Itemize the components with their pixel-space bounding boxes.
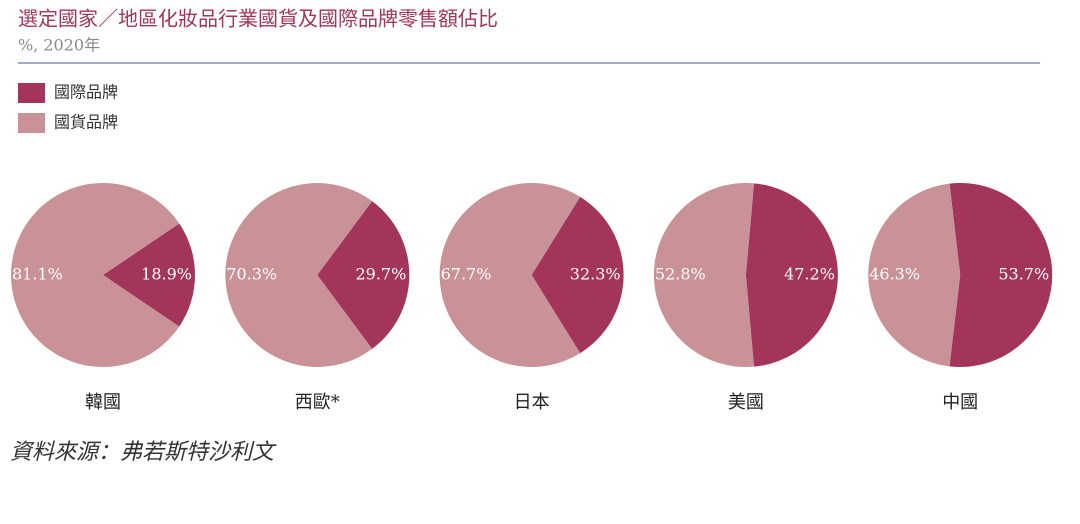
value-label: 81.1% (12, 265, 63, 284)
pie-slice (868, 183, 961, 367)
pie-title: 中國 (942, 392, 978, 413)
value-label: 46.3% (869, 265, 920, 284)
chart-title: 選定國家／地區化妝品行業國貨及國際品牌零售額佔比 (18, 7, 498, 31)
value-label: 70.3% (226, 265, 277, 284)
pie-slice (653, 183, 754, 367)
legend-label: 國際品牌 (54, 83, 118, 102)
value-label: 47.2% (784, 265, 835, 284)
pie-title: 美國 (728, 392, 764, 413)
pie-slice (10, 183, 180, 368)
value-label: 29.7% (355, 265, 406, 284)
pie-slice (317, 201, 410, 349)
value-label: 52.8% (655, 265, 706, 284)
pie-slice (439, 183, 581, 367)
legend-label: 國貨品牌 (54, 113, 118, 132)
pie-slice (949, 183, 1053, 367)
pie-slice (225, 183, 373, 367)
value-label: 53.7% (998, 265, 1049, 284)
value-label: 32.3% (570, 265, 621, 284)
legend-swatch (18, 83, 45, 103)
value-label: 18.9% (141, 265, 192, 284)
pie-title: 韓國 (85, 392, 121, 413)
pie-slice (531, 196, 624, 354)
legend-swatch (18, 113, 45, 133)
chart-subtitle: %, 2020年 (18, 36, 100, 55)
pie-title: 西歐* (295, 392, 340, 413)
value-label: 67.7% (441, 265, 492, 284)
pie-slice (103, 223, 196, 327)
pie-slice (745, 183, 838, 367)
pie-title: 日本 (514, 392, 550, 413)
source-note: 資料來源：弗若斯特沙利文 (10, 440, 277, 465)
